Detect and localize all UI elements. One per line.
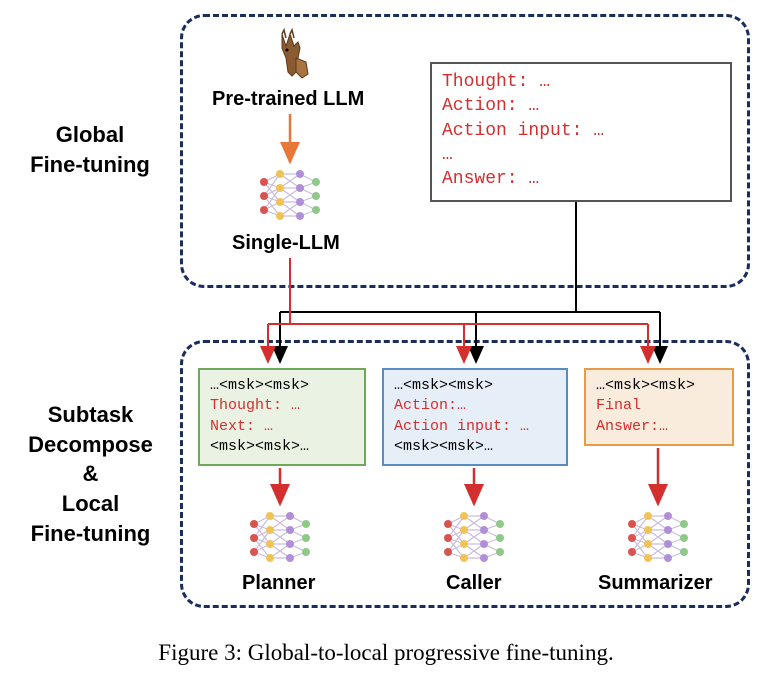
single-llm-net-icon (258, 168, 322, 224)
llama-icon (272, 28, 318, 82)
figure-caption: Figure 3: Global-to-local progressive fi… (0, 640, 772, 666)
caller-code-box: …<msk><msk> Action:… Action input: … <ms… (382, 368, 568, 466)
summarizer-net-icon (626, 510, 690, 566)
label-single-llm: Single-LLM (232, 232, 340, 255)
planner-net-icon (248, 510, 312, 566)
label-global-finetuning: GlobalFine-tuning (10, 120, 170, 179)
label-pretrained-llm: Pre-trained LLM (212, 88, 364, 111)
label-subtask: SubtaskDecompose&LocalFine-tuning (8, 400, 173, 548)
caller-net-icon (442, 510, 506, 566)
summarizer-code-box: …<msk><msk> Final Answer:… (584, 368, 734, 446)
planner-code-box: …<msk><msk> Thought: … Next: … <msk><msk… (198, 368, 366, 466)
label-summarizer: Summarizer (598, 572, 713, 595)
label-caller: Caller (446, 572, 502, 595)
label-planner: Planner (242, 572, 315, 595)
thought-action-box: Thought: … Action: … Action input: … … A… (430, 62, 732, 202)
